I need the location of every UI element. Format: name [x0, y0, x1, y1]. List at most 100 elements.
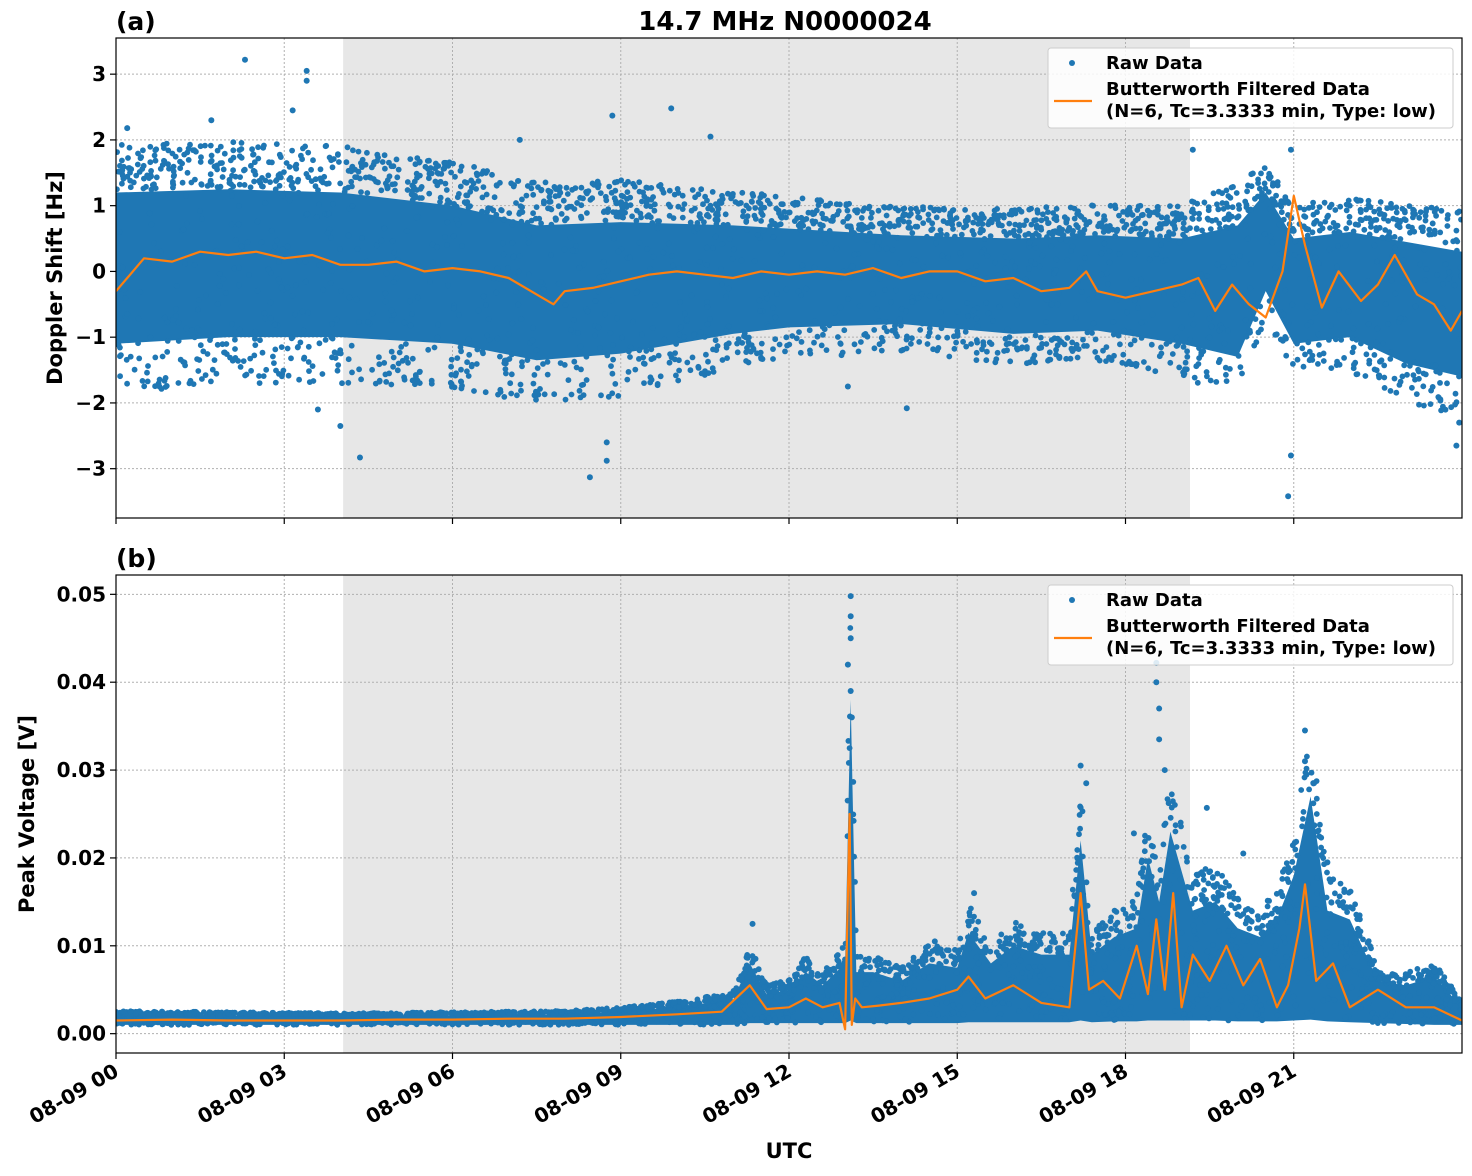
raw-data-point	[1029, 1003, 1035, 1009]
raw-data-point	[1393, 992, 1399, 998]
raw-data-point	[719, 241, 725, 247]
raw-data-point	[1390, 980, 1396, 986]
raw-data-point	[776, 210, 782, 216]
raw-data-point	[417, 369, 423, 375]
raw-data-point	[741, 971, 747, 977]
raw-data-point	[236, 203, 242, 209]
raw-data-point	[974, 955, 980, 961]
raw-data-point	[768, 993, 774, 999]
raw-data-point	[1282, 288, 1288, 294]
raw-data-point	[1068, 205, 1074, 211]
raw-data-point	[803, 286, 809, 292]
raw-data-point	[799, 339, 805, 345]
raw-data-point	[1338, 881, 1344, 887]
raw-data-point	[252, 169, 258, 175]
raw-data-point	[123, 295, 129, 301]
raw-data-point	[502, 358, 508, 364]
raw-data-point	[863, 1016, 869, 1022]
raw-data-point	[452, 174, 458, 180]
raw-data-point	[746, 974, 752, 980]
raw-data-point	[1325, 213, 1331, 219]
raw-data-point	[933, 969, 939, 975]
raw-data-point	[988, 967, 994, 973]
raw-data-point	[304, 171, 310, 177]
raw-data-point	[1225, 328, 1231, 334]
raw-data-point	[1145, 365, 1151, 371]
raw-data-point	[667, 360, 673, 366]
raw-data-point	[335, 151, 341, 157]
raw-data-point	[1328, 323, 1334, 329]
raw-data-point	[1358, 929, 1364, 935]
raw-data-point	[352, 174, 358, 180]
raw-data-point	[1299, 823, 1305, 829]
raw-data-point	[630, 319, 636, 325]
raw-data-point	[1278, 1006, 1284, 1012]
raw-data-point	[320, 371, 326, 377]
raw-data-point	[146, 175, 152, 181]
raw-data-point	[323, 143, 329, 149]
raw-data-point	[263, 315, 269, 321]
raw-data-point	[1247, 285, 1253, 291]
raw-data-point	[262, 200, 268, 206]
raw-data-point	[429, 204, 435, 210]
raw-data-point	[629, 213, 635, 219]
raw-data-point	[766, 324, 772, 330]
raw-data-point	[1285, 322, 1291, 328]
raw-data-point	[1265, 956, 1271, 962]
raw-data-point	[959, 232, 965, 238]
raw-data-point	[1037, 973, 1043, 979]
raw-data-point	[1357, 198, 1363, 204]
raw-data-point	[634, 290, 640, 296]
raw-data-point	[505, 265, 511, 271]
raw-data-point	[647, 266, 653, 272]
raw-data-point	[1054, 986, 1060, 992]
raw-data-point	[309, 178, 315, 184]
raw-data-point	[863, 331, 869, 337]
raw-data-point	[374, 243, 380, 249]
raw-data-point	[1074, 847, 1080, 853]
raw-data-point	[1063, 1016, 1069, 1022]
raw-data-point	[1369, 962, 1375, 968]
raw-data-point	[904, 405, 910, 411]
raw-data-point	[391, 250, 397, 256]
raw-data-point	[920, 321, 926, 327]
raw-data-point	[690, 355, 696, 361]
raw-data-point	[286, 373, 292, 379]
raw-data-point	[147, 144, 153, 150]
raw-data-point	[1282, 334, 1288, 340]
raw-data-point	[1301, 213, 1307, 219]
raw-data-point	[1374, 326, 1380, 332]
raw-data-point	[820, 324, 826, 330]
raw-data-point	[749, 995, 755, 1001]
raw-data-point	[1303, 953, 1309, 959]
raw-data-point	[1306, 787, 1312, 793]
raw-data-point	[1407, 203, 1413, 209]
raw-data-point	[1116, 934, 1122, 940]
raw-data-point	[558, 360, 564, 366]
raw-data-point	[718, 266, 724, 272]
raw-data-point	[816, 202, 822, 208]
raw-data-point	[945, 255, 951, 261]
raw-data-point	[222, 151, 228, 157]
raw-data-point	[1169, 805, 1175, 811]
raw-data-point	[1000, 994, 1006, 1000]
raw-data-point	[1029, 222, 1035, 228]
raw-data-point	[1199, 869, 1205, 875]
raw-data-point	[1072, 893, 1078, 899]
raw-data-point	[124, 311, 130, 317]
raw-data-point	[374, 152, 380, 158]
raw-data-point	[658, 182, 664, 188]
raw-data-point	[795, 202, 801, 208]
raw-data-point	[933, 240, 939, 246]
raw-data-point	[775, 222, 781, 228]
raw-data-point	[838, 962, 844, 968]
raw-data-point	[182, 261, 188, 267]
raw-data-point	[147, 210, 153, 216]
raw-data-point	[728, 196, 734, 202]
raw-data-point	[515, 302, 521, 308]
raw-data-point	[1069, 906, 1075, 912]
raw-data-point	[704, 245, 710, 251]
raw-data-point	[1346, 198, 1352, 204]
raw-data-point	[1456, 374, 1462, 380]
raw-data-point	[1082, 255, 1088, 261]
